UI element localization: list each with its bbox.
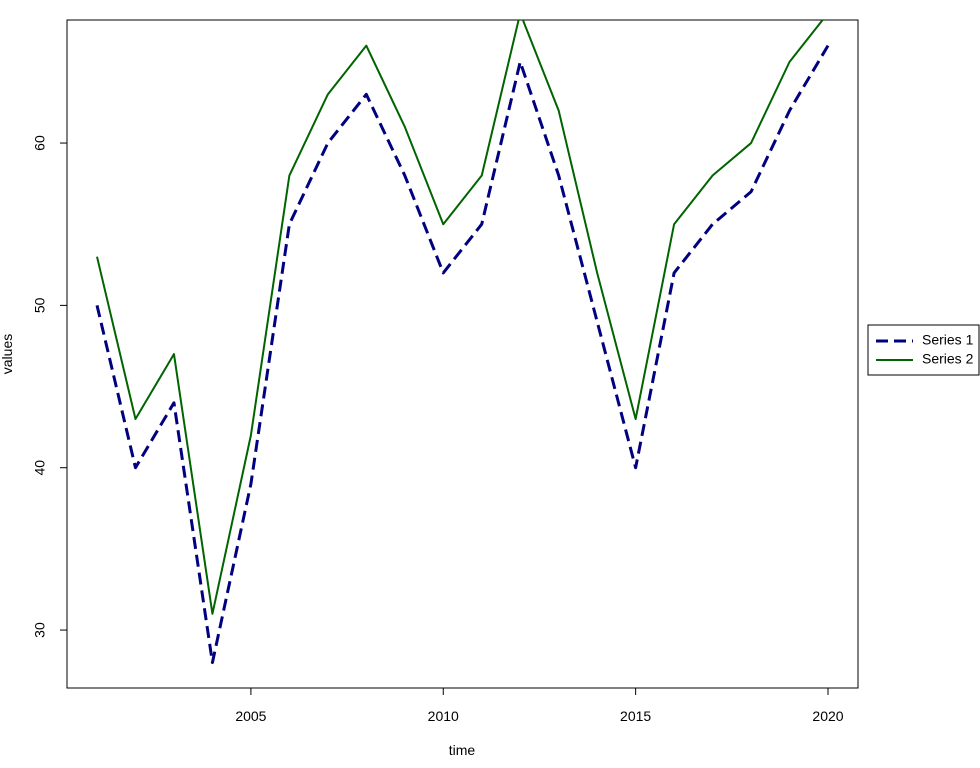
y-axis-label: values — [0, 334, 15, 374]
x-tick-label: 2015 — [620, 708, 651, 724]
y-tick-label: 30 — [32, 622, 48, 638]
series-line — [96, 20, 824, 615]
x-tick-label: 2020 — [812, 708, 843, 724]
series-line — [95, 44, 830, 665]
legend-label: Series 1 — [922, 332, 974, 348]
x-tick-label: 2005 — [235, 708, 266, 724]
y-tick-label: 40 — [32, 460, 48, 476]
plot-area — [95, 20, 830, 665]
y-tick-label: 50 — [32, 297, 48, 313]
x-axis-label: time — [449, 742, 476, 758]
x-tick-label: 2010 — [428, 708, 459, 724]
legend-box — [867, 324, 980, 376]
legend-label: Series 2 — [922, 351, 974, 367]
y-tick-label: 60 — [32, 135, 48, 151]
plot-frame — [66, 19, 859, 689]
